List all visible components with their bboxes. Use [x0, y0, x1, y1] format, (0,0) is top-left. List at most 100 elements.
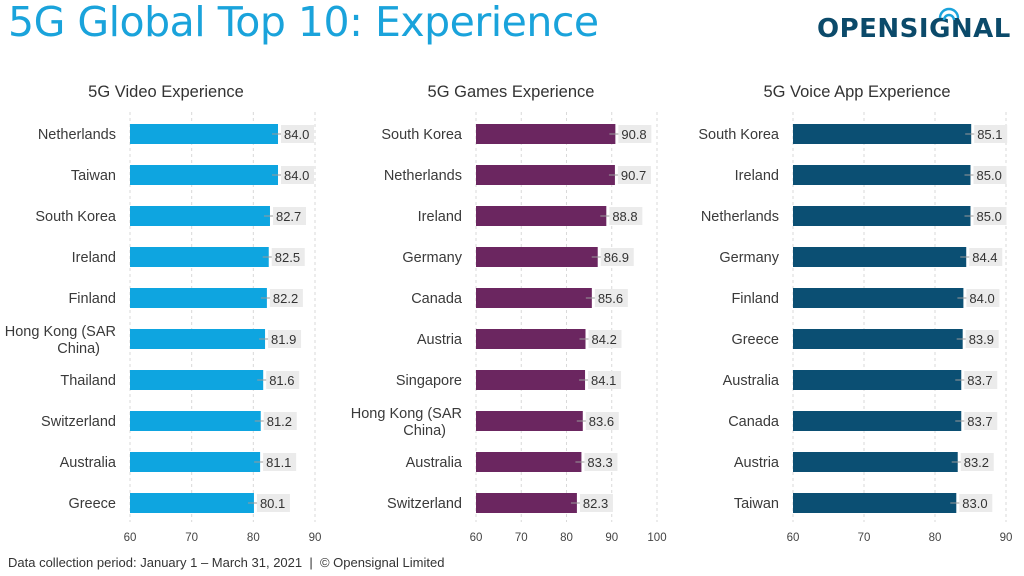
category-label: Hong Kong (SAR China) — [351, 406, 462, 439]
value-label-bg — [281, 125, 314, 143]
value-label-bg — [272, 207, 306, 225]
bar — [130, 124, 278, 144]
x-tick-label: 70 — [858, 532, 871, 544]
bar — [476, 206, 607, 226]
bar — [793, 411, 962, 431]
bar — [793, 493, 957, 513]
bar-row: Switzerland 81.2 — [41, 411, 297, 431]
category-label: Australia — [60, 455, 117, 471]
x-tick-label: 80 — [247, 532, 260, 544]
value-label: 85.1 — [977, 127, 1002, 142]
x-tick-label: 60 — [787, 532, 800, 544]
value-label-bg — [609, 207, 643, 225]
value-label-bg — [959, 494, 993, 512]
value-label-bg — [263, 453, 297, 471]
category-label: Thailand — [60, 373, 116, 389]
value-label-bg — [584, 453, 618, 471]
value-label-bg — [973, 207, 1007, 225]
bar-row: Finland 82.2 — [68, 288, 303, 308]
x-tick-label: 90 — [309, 532, 322, 544]
value-label-bg — [966, 289, 1000, 307]
bar-row: Canada 85.6 — [411, 288, 628, 308]
value-label: 85.6 — [598, 291, 623, 306]
category-label: Greece — [68, 496, 116, 512]
bar-row: Ireland 85.0 — [735, 165, 1007, 185]
bar — [476, 165, 615, 185]
value-label: 84.2 — [592, 332, 617, 347]
footer-note: Data collection period: January 1 – Marc… — [8, 555, 445, 570]
value-label-bg — [268, 330, 302, 348]
bar-row: Taiwan 84.0 — [71, 165, 314, 185]
category-label: Australia — [723, 373, 780, 389]
value-label-bg — [618, 125, 652, 143]
bar-row: Greece 83.9 — [731, 329, 999, 349]
bar — [793, 329, 963, 349]
bar-row: Greece 80.1 — [68, 493, 290, 513]
value-label-bg — [974, 125, 1008, 143]
value-label: 83.0 — [962, 496, 987, 511]
category-label: Ireland — [418, 209, 462, 225]
value-label: 82.7 — [276, 209, 301, 224]
bar — [476, 247, 598, 267]
category-label: Austria — [734, 455, 780, 471]
x-tick-label: 80 — [929, 532, 942, 544]
x-tick-label: 60 — [124, 532, 137, 544]
x-tick-label: 100 — [647, 532, 666, 544]
x-tick-label: 70 — [185, 532, 198, 544]
bar-row: Germany 84.4 — [719, 247, 1003, 267]
bar — [793, 206, 971, 226]
value-label: 83.7 — [967, 414, 992, 429]
bar — [476, 329, 586, 349]
x-tick-label: 60 — [470, 532, 483, 544]
category-label: Finland — [68, 291, 116, 307]
value-label-bg — [965, 330, 999, 348]
category-label: South Korea — [381, 127, 463, 143]
category-label: South Korea — [698, 127, 780, 143]
value-label: 84.0 — [284, 168, 309, 183]
value-label-bg — [256, 494, 290, 512]
category-label: Switzerland — [41, 414, 116, 430]
bar-row: Austria 83.2 — [734, 452, 994, 472]
bar-row: Germany 86.9 — [402, 247, 634, 267]
value-label: 85.0 — [977, 168, 1002, 183]
chart-title: 5G Video Experience — [88, 83, 244, 101]
value-label: 83.6 — [589, 414, 614, 429]
value-label-bg — [579, 494, 613, 512]
bar-row: South Korea 82.7 — [35, 206, 306, 226]
chart-title: 5G Voice App Experience — [763, 83, 950, 101]
value-label: 81.6 — [269, 373, 294, 388]
value-label-bg — [973, 166, 1007, 184]
x-tick-label: 90 — [605, 532, 618, 544]
category-label: Netherlands — [384, 168, 462, 184]
category-label: South Korea — [35, 209, 117, 225]
bar — [476, 370, 586, 390]
x-tick-label: 80 — [560, 532, 573, 544]
value-label: 83.2 — [964, 455, 989, 470]
page-title: 5G Global Top 10: Experience — [8, 0, 599, 46]
bar-row: Netherlands 85.0 — [701, 206, 1007, 226]
category-label: Finland — [731, 291, 779, 307]
bar — [476, 124, 616, 144]
value-label: 86.9 — [604, 250, 629, 265]
category-label: Ireland — [72, 250, 116, 266]
value-label-bg — [594, 289, 628, 307]
value-label-bg — [588, 330, 622, 348]
bar-row: Netherlands 84.0 — [38, 124, 314, 144]
value-label: 84.0 — [969, 291, 994, 306]
category-label: Netherlands — [38, 127, 116, 143]
category-label: Hong Kong (SAR China) — [5, 324, 116, 357]
value-label-bg — [281, 166, 314, 184]
value-label: 80.1 — [260, 496, 285, 511]
category-label: Netherlands — [701, 209, 779, 225]
bar — [793, 288, 964, 308]
category-label: Germany — [719, 250, 779, 266]
value-label-bg — [588, 371, 622, 389]
value-label: 82.3 — [583, 496, 608, 511]
chart-panel-games: 5G Games Experience 60 70 80 90 100 South Kore… — [351, 83, 667, 544]
value-label-bg — [969, 248, 1003, 266]
bar — [476, 452, 582, 472]
bar-row: Australia 83.3 — [406, 452, 618, 472]
bar — [130, 411, 261, 431]
category-label: Austria — [417, 332, 463, 348]
value-label: 83.9 — [969, 332, 994, 347]
